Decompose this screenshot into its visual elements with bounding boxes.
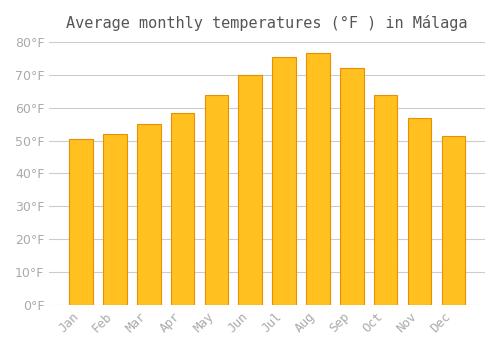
Bar (374, 94, 398, 305)
Bar (340, 68, 363, 305)
Title: Average monthly temperatures (°F ) in Málaga: Average monthly temperatures (°F ) in Má… (66, 15, 468, 31)
Bar (238, 75, 262, 305)
Bar (408, 118, 432, 305)
Bar (170, 113, 194, 305)
Bar (442, 136, 465, 305)
Bar (69, 139, 93, 305)
Bar (306, 54, 330, 305)
Bar (103, 134, 126, 305)
Bar (272, 57, 296, 305)
Bar (137, 124, 160, 305)
Bar (204, 94, 229, 305)
